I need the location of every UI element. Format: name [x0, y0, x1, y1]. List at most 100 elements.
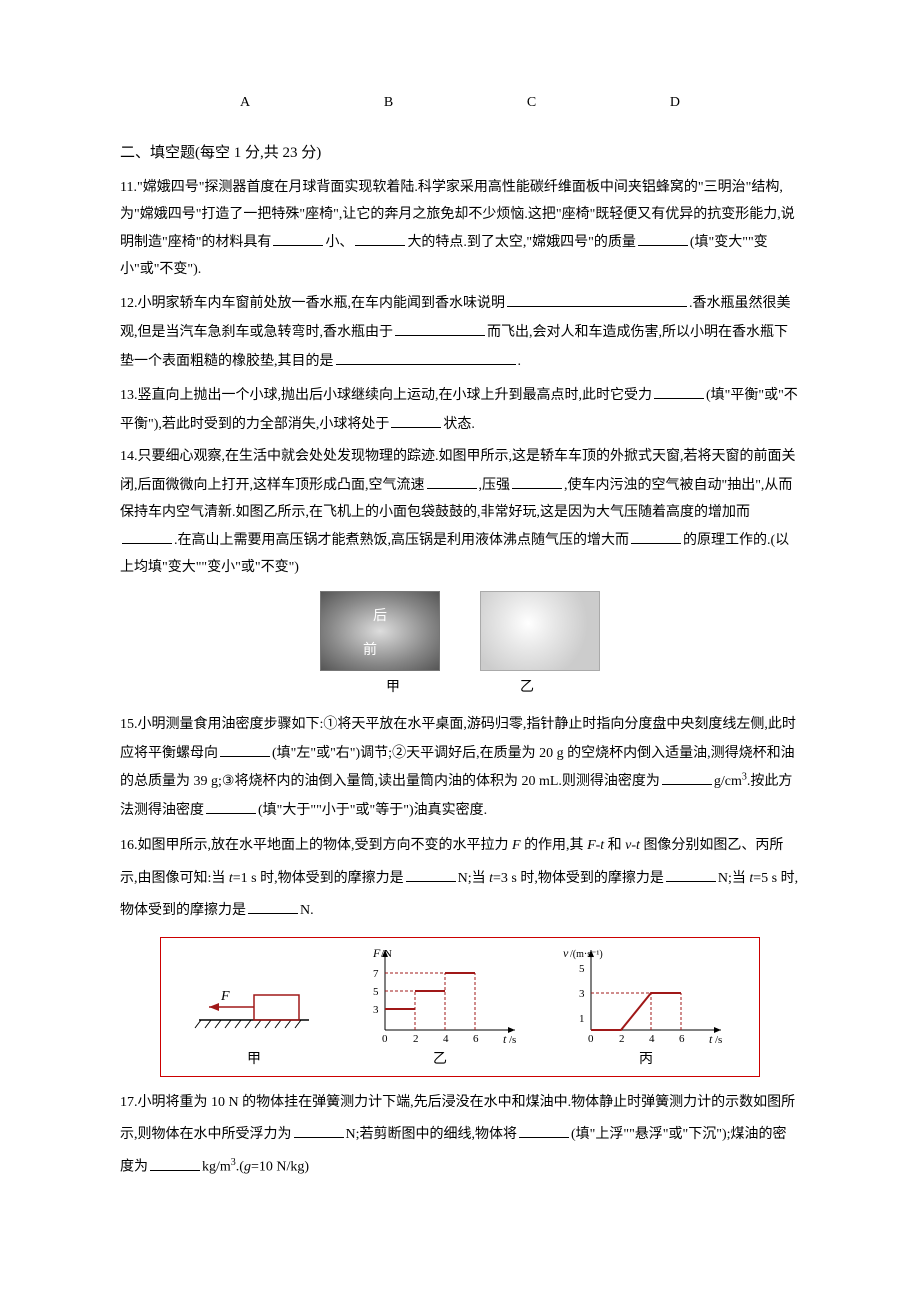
q14-blank-4	[631, 526, 681, 544]
svg-text:v: v	[563, 946, 569, 960]
q12-t4: .	[518, 354, 522, 369]
q16-lab-a: 甲	[247, 1047, 261, 1074]
svg-text:1: 1	[579, 1013, 585, 1025]
q16-F: F	[512, 838, 521, 853]
q17-t5: .(	[236, 1160, 244, 1175]
svg-text:t: t	[503, 1032, 507, 1045]
q16-vt: v-t	[625, 838, 640, 853]
q14-figure-row	[120, 591, 800, 671]
svg-text:F: F	[372, 946, 381, 960]
q17-t2: N;若剪断图中的细线,物体将	[346, 1127, 518, 1142]
q14-blank-3	[122, 526, 172, 544]
section-2-header: 二、填空题(每空 1 分,共 23 分)	[120, 139, 800, 168]
svg-text:/N: /N	[381, 948, 392, 960]
q11-blank-2	[355, 228, 405, 246]
q16-panel-yi: F/N t/s 357 0246 乙	[355, 945, 525, 1074]
q12-t1: 小明家轿车内车窗前处放一香水瓶,在车内能闻到香水味说明	[138, 296, 506, 311]
q16-lab-c: 丙	[639, 1047, 653, 1074]
q15-blank-3	[206, 796, 256, 814]
question-14: 14.只要细心观察,在生活中就会处处发现物理的踪迹.如图甲所示,这是轿车车顶的外…	[120, 444, 800, 581]
option-a: A	[240, 90, 250, 117]
q14-num: 14.	[120, 449, 138, 464]
q13-blank-2	[391, 410, 441, 428]
svg-text:5: 5	[373, 986, 379, 998]
option-c: C	[527, 90, 536, 117]
svg-text:4: 4	[443, 1033, 449, 1045]
svg-text:7: 7	[373, 968, 379, 980]
q14-fig-sunroof	[320, 591, 440, 671]
svg-text:/s: /s	[509, 1034, 516, 1045]
svg-text:3: 3	[373, 1004, 379, 1016]
q16-Ft: F-t	[587, 838, 604, 853]
question-16: 16.如图甲所示,放在水平地面上的物体,受到方向不变的水平拉力 F 的作用,其 …	[120, 830, 800, 927]
q17-blank-3	[150, 1153, 200, 1171]
q17-blank-2	[519, 1120, 569, 1138]
q17-t4: kg/m	[202, 1160, 231, 1175]
q12-num: 12.	[120, 296, 138, 311]
question-13: 13.竖直向上抛出一个小球,抛出后小球继续向上运动,在小球上升到最高点时,此时它…	[120, 381, 800, 438]
q13-t3: 状态.	[443, 417, 475, 432]
q13-blank-1	[654, 381, 704, 399]
q16-blank-1	[406, 864, 456, 882]
q16-panel-jia: F 甲	[189, 955, 319, 1074]
q16-bing-svg: v/(m·s⁻¹) t/s 135 0246	[561, 945, 731, 1045]
q11-blank-3	[638, 228, 688, 246]
svg-text:6: 6	[679, 1033, 685, 1045]
q16-num: 16.	[120, 838, 138, 853]
q17-blank-1	[294, 1120, 344, 1138]
q17-g: g	[244, 1160, 251, 1175]
q11-t2: 小、	[325, 235, 353, 250]
question-17: 17.小明将重为 10 N 的物体挂在弹簧测力计下端,先后浸没在水中和煤油中.物…	[120, 1087, 800, 1184]
q14-fig-bread	[480, 591, 600, 671]
q11-num: 11.	[120, 180, 137, 195]
q14-blank-2	[512, 471, 562, 489]
svg-text:5: 5	[579, 963, 585, 975]
question-11: 11."嫦娥四号"探测器首度在月球背面实现软着陆.科学家采用高性能碳纤维面板中间…	[120, 175, 800, 283]
q15-t5: (填"大于""小于"或"等于")油真实密度.	[258, 803, 487, 818]
q13-t1: 竖直向上抛出一个小球,抛出后小球继续向上运动,在小球上升到最高点时,此时它受力	[138, 388, 653, 403]
q16-lab-b: 乙	[433, 1047, 447, 1074]
q14-lab-b: 乙	[520, 675, 534, 702]
q16-t1c: 和	[604, 838, 625, 853]
q14-t2: ,压强	[479, 478, 511, 493]
q16-t1b: 的作用,其	[521, 838, 588, 853]
question-12: 12.小明家轿车内车窗前处放一香水瓶,在车内能闻到香水味说明.香水瓶虽然很美观,…	[120, 289, 800, 375]
q17-num: 17.	[120, 1095, 138, 1110]
q16-triple-figure: F 甲 F/N t/s 357 0246 乙	[160, 937, 760, 1077]
q16-t2a: =1 s 时,物体受到的摩擦力是	[233, 871, 404, 886]
q16-t3: N;当	[458, 871, 490, 886]
option-d: D	[670, 90, 680, 117]
svg-text:/s: /s	[715, 1034, 722, 1045]
q16-yi-svg: F/N t/s 357 0246	[355, 945, 525, 1045]
q16-t1a: 如图甲所示,放在水平地面上的物体,受到方向不变的水平拉力	[138, 838, 513, 853]
svg-text:6: 6	[473, 1033, 479, 1045]
q16-panel-bing: v/(m·s⁻¹) t/s 135 0246 丙	[561, 945, 731, 1074]
svg-text:3: 3	[579, 988, 585, 1000]
q14-figure-labels: 甲 乙	[120, 675, 800, 702]
q12-blank-3	[336, 347, 516, 365]
q15-blank-2	[662, 767, 712, 785]
svg-text:4: 4	[649, 1033, 655, 1045]
q16-jia-svg: F	[189, 955, 319, 1045]
q14-lab-a: 甲	[386, 675, 400, 702]
q13-num: 13.	[120, 388, 138, 403]
svg-text:F: F	[220, 989, 230, 1004]
q14-t4: .在高山上需要用高压锅才能煮熟饭,高压锅是利用液体沸点随气压的增大而	[174, 533, 629, 548]
q16-t4: =3 s 时,物体受到的摩擦力是	[493, 871, 664, 886]
q16-blank-3	[248, 896, 298, 914]
q15-blank-1	[220, 739, 270, 757]
svg-text:0: 0	[588, 1033, 594, 1045]
svg-text:t: t	[709, 1032, 713, 1045]
q15-num: 15.	[120, 717, 138, 732]
svg-text:0: 0	[382, 1033, 388, 1045]
q16-t5: N;当	[718, 871, 750, 886]
q16-t7: N.	[300, 903, 314, 918]
q12-blank-2	[395, 318, 485, 336]
q11-t3: 大的特点.到了太空,"嫦娥四号"的质量	[407, 235, 635, 250]
svg-text:/(m·s⁻¹): /(m·s⁻¹)	[570, 949, 603, 960]
q11-blank-1	[273, 228, 323, 246]
question-15: 15.小明测量食用油密度步骤如下:①将天平放在水平桌面,游码归零,指针静止时指向…	[120, 712, 800, 824]
q15-t3: g/cm	[714, 774, 742, 789]
q17-t6: =10 N/kg)	[251, 1160, 309, 1175]
q12-blank-1	[507, 289, 687, 307]
